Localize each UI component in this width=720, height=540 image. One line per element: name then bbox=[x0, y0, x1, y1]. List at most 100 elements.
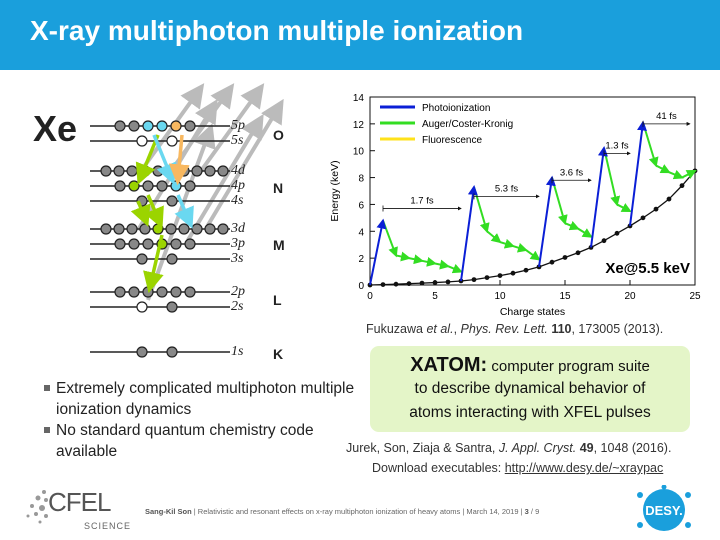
cfel-dots-icon bbox=[26, 490, 48, 524]
threshold-point bbox=[497, 273, 503, 278]
bullet-list: Extremely complicated multiphoton multip… bbox=[44, 378, 356, 462]
auger-arrow bbox=[434, 259, 450, 270]
cfel-science: SCIENCE bbox=[84, 521, 132, 531]
shell-2p: 2p bbox=[231, 284, 245, 299]
photoionization-arrow bbox=[590, 146, 608, 248]
auger-arrow bbox=[486, 230, 502, 244]
x-tick-label: 5 bbox=[432, 291, 438, 302]
shell-1s: 1s bbox=[231, 344, 244, 359]
download-link[interactable]: http://www.desy.de/~xraypac bbox=[504, 461, 664, 475]
threshold-point bbox=[575, 250, 581, 256]
y-tick-label: 14 bbox=[353, 93, 365, 104]
photoionization-arrow bbox=[629, 120, 647, 227]
shell-4d: 4d bbox=[231, 163, 245, 178]
photoionization-arrow bbox=[460, 184, 478, 282]
threshold-point bbox=[653, 206, 659, 212]
xatom-line2: to describe dynamical behavior of bbox=[414, 380, 646, 397]
energy-chart: 0 5 10 15 20 25 0 2 4 6 8 10 12 14 Charge states Energy… bbox=[329, 93, 701, 318]
x-tick-label: 0 bbox=[367, 291, 373, 302]
threshold-point bbox=[666, 196, 672, 202]
shell-2s: 2s bbox=[231, 299, 244, 314]
auger-arrow bbox=[382, 220, 398, 258]
shell-letter-O: O bbox=[273, 127, 284, 143]
auger-arrow bbox=[421, 256, 437, 267]
threshold-point bbox=[679, 183, 685, 189]
threshold-point bbox=[471, 277, 477, 283]
desy-logo-icon: DESY. bbox=[637, 485, 691, 531]
auger-arrow bbox=[473, 186, 490, 234]
y-tick-label: 10 bbox=[353, 147, 365, 158]
threshold-point bbox=[445, 279, 451, 285]
threshold-point bbox=[458, 278, 464, 284]
reference-fukuzawa: Fukuzawa et al., Phys. Rev. Lett. 110, 1… bbox=[366, 322, 664, 336]
desy-logo-text: DESY. bbox=[645, 503, 683, 518]
y-tick-label: 2 bbox=[358, 254, 364, 265]
threshold-point bbox=[510, 270, 516, 276]
x-tick-label: 10 bbox=[494, 291, 506, 302]
y-tick-label: 4 bbox=[358, 227, 364, 238]
time-label: 1.3 fs bbox=[605, 140, 628, 151]
shell-3s: 3s bbox=[231, 251, 244, 266]
x-tick-label: 25 bbox=[689, 291, 701, 302]
photoionization-arrow bbox=[369, 218, 387, 286]
threshold-point bbox=[601, 238, 607, 244]
shell-letter-M: M bbox=[273, 237, 285, 253]
xatom-name: XATOM: bbox=[410, 354, 488, 376]
legend-label: Auger/Coster-Kronig bbox=[422, 119, 513, 130]
footer: Sang-Kil Son | Relativistic and resonant… bbox=[145, 507, 540, 516]
legend-label: Fluorescence bbox=[422, 135, 482, 146]
auger-arrow bbox=[603, 147, 621, 207]
threshold-point bbox=[484, 275, 490, 281]
xatom-desc: computer program suite bbox=[487, 358, 650, 375]
auger-arrow bbox=[577, 227, 593, 238]
auger-arrow bbox=[551, 177, 568, 226]
threshold-point bbox=[562, 255, 568, 260]
time-label: 3.6 fs bbox=[560, 167, 583, 178]
shell-diagram bbox=[90, 83, 284, 358]
xatom-box: XATOM: computer program suite to describ… bbox=[370, 346, 690, 432]
chart-annotation: Xe@5.5 keV bbox=[605, 260, 690, 277]
atom-label: Xe bbox=[33, 108, 78, 149]
shell-5s: 5s bbox=[231, 133, 244, 148]
shell-3p: 3p bbox=[231, 236, 245, 251]
threshold-point bbox=[614, 230, 620, 236]
threshold-point bbox=[380, 282, 386, 287]
title-bar bbox=[0, 0, 720, 70]
shell-letter-K: K bbox=[273, 346, 284, 362]
threshold-point bbox=[393, 281, 399, 287]
slide-title: X-ray multiphoton multiple ionization bbox=[30, 15, 524, 46]
time-label: 41 fs bbox=[656, 111, 677, 122]
shell-5p: 5p bbox=[231, 118, 245, 133]
legend-label: Photoionization bbox=[422, 103, 490, 114]
xatom-line3: atoms interacting with XFEL pulses bbox=[409, 404, 651, 421]
bullet-item: No standard quantum chemistry code avail… bbox=[44, 420, 356, 462]
shell-3d: 3d bbox=[231, 221, 245, 236]
x-tick-label: 20 bbox=[624, 291, 636, 302]
threshold-point bbox=[549, 259, 555, 265]
shell-4s: 4s bbox=[231, 193, 244, 208]
time-label: 5.3 fs bbox=[495, 183, 518, 194]
auger-arrow bbox=[668, 169, 684, 180]
auger-arrow bbox=[395, 251, 411, 262]
auger-arrow bbox=[512, 242, 528, 253]
photoionization-arrow bbox=[538, 175, 556, 268]
reference-jurek: Jurek, Son, Ziaja & Santra, J. Appl. Cry… bbox=[346, 441, 672, 455]
auger-arrow bbox=[642, 122, 659, 168]
shell-4p: 4p bbox=[231, 178, 245, 193]
y-axis-label: Energy (keV) bbox=[329, 160, 341, 221]
threshold-point bbox=[432, 280, 438, 285]
auger-arrow bbox=[408, 254, 424, 265]
auger-arrow bbox=[564, 220, 580, 231]
threshold-point bbox=[640, 215, 646, 221]
x-tick-label: 15 bbox=[559, 291, 571, 302]
x-axis-label: Charge states bbox=[500, 306, 565, 318]
ionization-arrows bbox=[136, 83, 284, 301]
download-line: Download executables: http://www.desy.de… bbox=[372, 461, 664, 475]
y-tick-label: 12 bbox=[353, 120, 365, 131]
threshold-point bbox=[419, 280, 425, 286]
auger-arrow bbox=[499, 238, 515, 249]
y-tick-label: 8 bbox=[358, 174, 364, 185]
bullet-item: Extremely complicated multiphoton multip… bbox=[44, 378, 356, 420]
threshold-point bbox=[406, 281, 412, 287]
y-tick-label: 0 bbox=[358, 281, 364, 292]
